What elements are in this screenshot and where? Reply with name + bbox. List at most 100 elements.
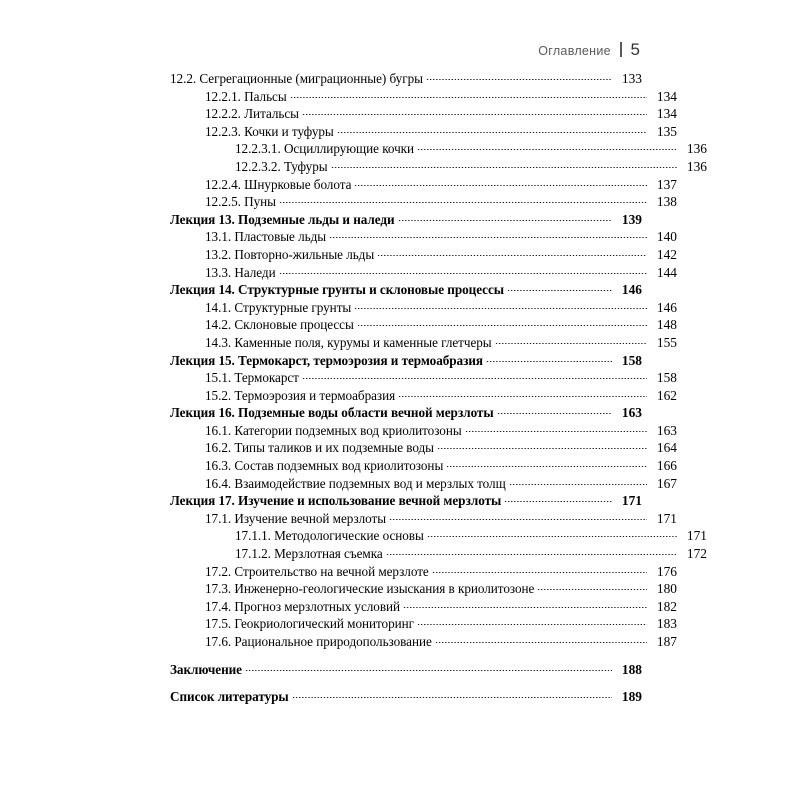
toc-entry-page-number: 163 (621, 405, 642, 421)
toc-entry-label: Лекция 13. Подземные льды и наледи (170, 211, 395, 227)
running-head: Оглавление 5 (538, 40, 640, 60)
toc-entry[interactable]: 16.1. Категории подземных вод криолитозо… (170, 422, 677, 440)
toc-entry-page-number: 183 (656, 616, 677, 632)
toc-entry[interactable]: 17.4. Прогноз мерзлотных условий 182 (170, 598, 677, 616)
toc-entry[interactable]: 16.2. Типы таликов и их подземные воды 16… (170, 439, 677, 457)
toc-dot-leader (330, 158, 677, 171)
toc-entry-label: 16.2. Типы таликов и их подземные воды (205, 440, 434, 456)
toc-entry[interactable]: Список литературы 189 (170, 688, 642, 706)
toc-entry-label: 17.6. Рациональное природопользование (205, 634, 432, 649)
toc-entry[interactable]: 13.2. Повторно-жильные льды 142 (170, 246, 677, 264)
toc-dot-leader (425, 70, 612, 83)
toc-entry[interactable]: 12.2.3.2. Туфуры 136 (170, 158, 707, 176)
toc-entry[interactable]: Заключение 188 (170, 661, 642, 679)
toc-dot-leader (377, 246, 647, 259)
toc-entry[interactable]: 14.1. Структурные грунты 146 (170, 299, 677, 317)
toc-entry-page-number: 162 (656, 387, 677, 403)
toc-entry[interactable]: 17.2. Строительство на вечной мерзлоте 17… (170, 563, 677, 581)
toc-entry-label: 12.2.2. Литальсы (205, 106, 299, 122)
toc-entry[interactable]: 17.3. Инженерно-геологические изыскания … (170, 580, 677, 598)
toc-dot-leader (431, 563, 647, 576)
toc-entry[interactable]: 15.2. Термоэрозия и термоабразия 162 (170, 387, 677, 405)
toc-entry-label: 13.3. Наледи (205, 264, 276, 280)
toc-dot-leader (279, 193, 647, 206)
toc-entry[interactable]: 17.5. Геокриологический мониторинг 183 (170, 615, 677, 633)
toc-dot-leader (397, 211, 612, 224)
toc-entry[interactable]: 12.2.1. Пальсы 134 (170, 88, 677, 106)
toc-entry[interactable]: Лекция 15. Термокарст, термоэрозия и тер… (170, 352, 642, 370)
toc-entry[interactable]: 17.6. Рациональное природопользование 187 (170, 633, 677, 651)
toc-dot-leader (354, 176, 647, 189)
toc-entry[interactable]: 12.2.3.1. Осциллирующие кочки 136 (170, 140, 707, 158)
toc-entry-page-number: 146 (621, 282, 642, 298)
toc-entry[interactable]: 17.1.2. Мерзлотная съемка 172 (170, 545, 707, 563)
toc-entry[interactable]: 12.2. Сегрегационные (миграционные) бугр… (170, 70, 642, 88)
toc-dot-leader (537, 580, 647, 593)
toc-entry-label: 17.2. Строительство на вечной мерзлоте (205, 563, 429, 579)
toc-entry-label: 17.3. Инженерно-геологические изыскания … (205, 581, 535, 597)
toc-entry[interactable]: 17.1.1. Методологические основы 171 (170, 527, 707, 545)
toc-entry-page-number: 171 (621, 493, 642, 509)
toc-entry-label: 16.3. Состав подземных вод криолитозоны (205, 458, 444, 474)
toc-dot-leader (446, 457, 647, 470)
toc-entry-page-number: 148 (656, 317, 677, 333)
toc-entry-page-number: 172 (686, 546, 707, 562)
toc-dot-leader (356, 316, 647, 329)
toc-entry[interactable]: 14.3. Каменные поля, курумы и каменные г… (170, 334, 677, 352)
toc-entry-label: 14.1. Структурные грунты (205, 299, 352, 315)
toc-entry-page-number: 136 (686, 158, 707, 174)
toc-entry-page-number: 144 (656, 264, 677, 280)
toc-entry[interactable]: 17.1. Изучение вечной мерзлоты 171 (170, 510, 677, 528)
toc-entry-label: Заключение (170, 661, 242, 677)
toc-entry-page-number: 137 (656, 176, 677, 192)
toc-dot-leader (289, 88, 647, 101)
toc-dot-leader (494, 334, 647, 347)
toc-entry[interactable]: 12.2.2. Литальсы 134 (170, 105, 677, 123)
toc-dot-leader (354, 299, 647, 312)
toc-entry[interactable]: 13.1. Пластовые льды 140 (170, 228, 677, 246)
toc-entry-label: Список литературы (170, 689, 289, 705)
toc-entry-page-number: 182 (656, 598, 677, 614)
toc-entry-label: 12.2. Сегрегационные (миграционные) бугр… (170, 71, 423, 86)
toc-entry-page-number: 134 (656, 88, 677, 104)
toc-entry-page-number: 133 (621, 71, 642, 86)
toc-dot-leader (291, 688, 612, 701)
toc-entry-page-number: 180 (656, 581, 677, 597)
toc-entry-page-number: 142 (656, 246, 677, 262)
toc-entry[interactable]: 16.4. Взаимодействие подземных вод и мер… (170, 475, 677, 493)
toc-entry[interactable]: Лекция 17. Изучение и использование вечн… (170, 492, 642, 510)
toc-entry-page-number: 188 (621, 661, 642, 677)
toc-entry-label: 15.1. Термокарст (205, 370, 299, 386)
running-head-title: Оглавление (538, 44, 611, 58)
toc-entry-page-number: 176 (656, 563, 677, 579)
toc-entry[interactable]: Лекция 16. Подземные воды области вечной… (170, 404, 642, 422)
toc-entry[interactable]: 12.2.5. Пуны 138 (170, 193, 677, 211)
toc-entry-label: Лекция 16. Подземные воды области вечной… (170, 405, 494, 421)
toc-entry-label: 12.2.1. Пальсы (205, 88, 287, 104)
toc-dot-leader (504, 492, 612, 505)
toc-entry[interactable]: 16.3. Состав подземных вод криолитозоны 1… (170, 457, 677, 475)
toc-entry[interactable]: 14.2. Склоновые процессы 148 (170, 316, 677, 334)
toc-entry-page-number: 138 (656, 194, 677, 210)
toc-entry[interactable]: 13.3. Наледи 144 (170, 264, 677, 282)
toc-dot-leader (486, 352, 612, 365)
toc-entry-page-number: 158 (621, 352, 642, 368)
toc-entry-label: 12.2.5. Пуны (205, 194, 276, 210)
running-head-page-number: 5 (630, 40, 640, 59)
toc-dot-leader (301, 105, 647, 118)
toc-entry-label: 15.2. Термоэрозия и термоабразия (205, 387, 396, 403)
toc-entry[interactable]: Лекция 13. Подземные льды и наледи 139 (170, 211, 642, 229)
toc-entry[interactable]: 12.2.4. Шнурковые болота 137 (170, 176, 677, 194)
toc-entry-label: 13.2. Повторно-жильные льды (205, 246, 375, 262)
toc-entry[interactable]: 12.2.3. Кочки и туфуры 135 (170, 123, 677, 141)
toc-dot-leader (278, 264, 647, 277)
toc-dot-leader (426, 527, 677, 540)
toc-entry-page-number: 146 (656, 299, 677, 315)
toc-dot-leader (496, 404, 612, 417)
toc-entry-label: Лекция 15. Термокарст, термоэрозия и тер… (170, 352, 483, 368)
toc-entry-label: 12.2.3. Кочки и туфуры (205, 123, 334, 139)
toc-entry[interactable]: Лекция 14. Структурные грунты и склоновы… (170, 281, 642, 299)
toc-entry-label: 17.4. Прогноз мерзлотных условий (205, 598, 401, 614)
toc-entry[interactable]: 15.1. Термокарст 158 (170, 369, 677, 387)
